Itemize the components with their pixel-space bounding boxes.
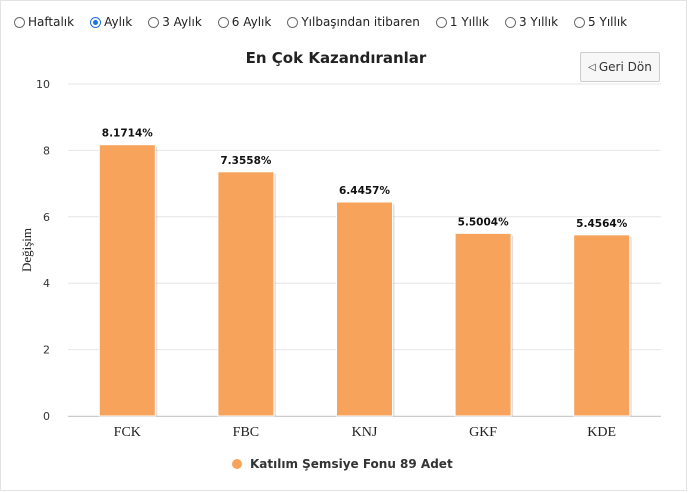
y-tick-label: 0 <box>43 410 50 423</box>
y-tick-label: 4 <box>43 277 50 290</box>
radio-button[interactable] <box>287 16 299 28</box>
bar[interactable] <box>336 201 393 417</box>
bar[interactable] <box>454 232 512 417</box>
period-option[interactable]: 3 Aylık <box>148 15 202 29</box>
x-tick-label: KNJ <box>352 425 378 440</box>
legend-item[interactable]: Katılım Şemsiye Fonu 89 Adet <box>232 456 453 472</box>
radio-button[interactable] <box>504 16 516 28</box>
period-option[interactable]: Haftalık <box>14 15 74 29</box>
radio-button[interactable] <box>217 16 229 28</box>
period-label: 6 Aylık <box>231 15 272 29</box>
chart-title: En Çok Kazandıranlar <box>245 49 427 67</box>
data-label: 7.3558% <box>220 155 272 167</box>
radio-button[interactable] <box>14 16 25 28</box>
legend-label: Katılım Şemsiye Fonu 89 Adet <box>250 457 453 471</box>
legend-marker <box>232 459 242 469</box>
back-button-label: Geri Dön <box>598 60 652 74</box>
period-selector: Haftalık Aylık 3 Aylık 6 Aylık Yılbaşından i… <box>14 12 643 32</box>
y-tick-label: 2 <box>43 344 50 357</box>
x-tick-label: GKF <box>469 425 497 440</box>
back-button[interactable]: ◁ Geri Dön <box>580 52 660 82</box>
data-label: 5.5004% <box>458 216 510 228</box>
period-label: 3 Yıllık <box>518 15 559 29</box>
triangle-left-icon: ◁ <box>588 61 596 73</box>
data-label: 6.4457% <box>339 185 391 197</box>
bar[interactable] <box>98 144 156 417</box>
y-tick-label: 8 <box>43 144 50 157</box>
y-tick-label: 6 <box>43 211 50 224</box>
period-option[interactable]: 3 Yıllık <box>504 15 559 29</box>
period-label: Yılbaşından itibaren <box>301 15 420 29</box>
period-label: 1 Yıllık <box>449 15 489 29</box>
y-axis-title: Değişim <box>19 228 34 272</box>
bar[interactable] <box>573 234 631 417</box>
radio-button[interactable] <box>148 16 160 28</box>
x-tick-label: FCK <box>114 425 141 440</box>
period-option[interactable]: 1 Yıllık <box>435 15 489 29</box>
period-label: Aylık <box>104 15 133 29</box>
period-label: 3 Aylık <box>162 15 202 29</box>
radio-button[interactable] <box>435 16 447 28</box>
data-label: 8.1714% <box>102 128 154 140</box>
period-option[interactable]: Yılbaşından itibaren <box>287 15 420 29</box>
y-tick-label: 10 <box>36 78 50 91</box>
period-option[interactable]: Aylık <box>90 15 132 29</box>
radio-button[interactable] <box>574 16 586 28</box>
period-label: 5 Yıllık <box>588 15 628 29</box>
period-option[interactable]: 5 Yıllık <box>574 15 627 29</box>
period-option[interactable]: 6 Aylık <box>217 15 272 29</box>
period-label: Haftalık <box>28 15 75 29</box>
x-tick-label: FBC <box>233 425 259 440</box>
x-tick-label: KDE <box>587 425 616 440</box>
data-label: 5.4564% <box>576 218 628 230</box>
bar[interactable] <box>217 171 275 417</box>
radio-button[interactable] <box>90 16 102 28</box>
